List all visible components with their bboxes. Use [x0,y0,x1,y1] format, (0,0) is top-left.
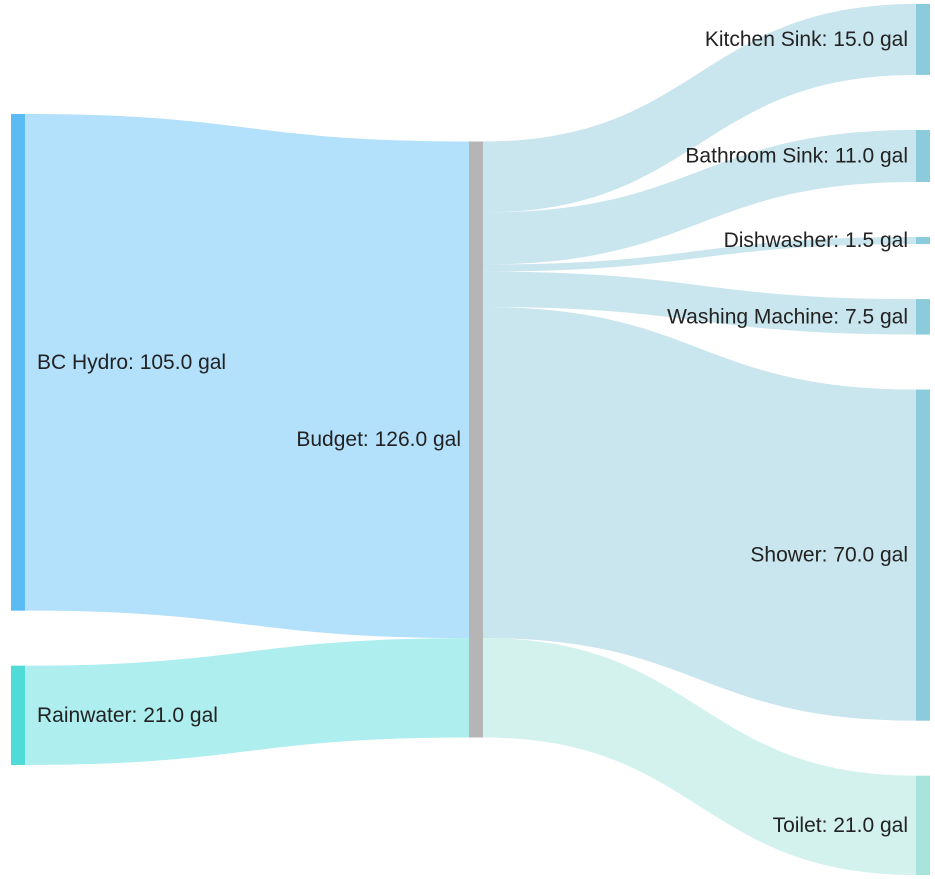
node-budget [469,141,483,738]
sankey-links [25,4,916,875]
node-kitchen_sink [916,4,930,75]
link-budget-to-shower [483,307,916,721]
sankey-nodes [11,4,930,875]
node-shower [916,389,930,721]
label-bc_hydro: BC Hydro: 105.0 gal [37,351,226,374]
link-budget-to-washing_machine [483,271,916,335]
node-toilet [916,775,930,875]
label-toilet: Toilet: 21.0 gal [773,814,908,837]
link-budget-to-kitchen_sink [483,4,916,213]
label-dishwasher: Dishwasher: 1.5 gal [724,229,908,252]
label-washing_machine: Washing Machine: 7.5 gal [667,305,908,328]
link-budget-to-bathroom_sink [483,129,916,265]
label-rainwater: Rainwater: 21.0 gal [37,704,218,727]
link-budget-to-toilet [483,638,916,875]
node-rainwater [11,665,25,765]
label-bathroom_sink: Bathroom Sink: 11.0 gal [685,144,908,167]
label-shower: Shower: 70.0 gal [750,544,908,567]
sankey-labels: BC Hydro: 105.0 gal Rainwater: 21.0 gal Bu… [37,28,908,837]
label-budget: Budget: 126.0 gal [296,428,461,451]
node-washing_machine [916,299,930,335]
label-kitchen_sink: Kitchen Sink: 15.0 gal [705,28,908,51]
node-bathroom_sink [916,129,930,182]
link-rainwater-to-budget [25,638,469,765]
link-budget-to-dishwasher [483,236,916,272]
node-dishwasher [916,236,930,245]
node-bc_hydro [11,114,25,611]
link-bc_hydro-to-budget [25,114,469,639]
